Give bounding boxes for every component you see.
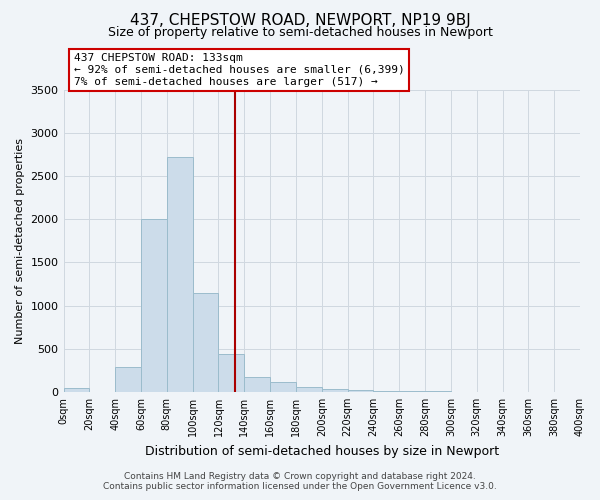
Bar [270,382,296,392]
Bar [167,157,193,392]
Bar [373,390,399,392]
Bar [296,386,322,392]
Bar [64,388,89,392]
Bar [141,219,167,392]
Text: Size of property relative to semi-detached houses in Newport: Size of property relative to semi-detach… [107,26,493,39]
Y-axis label: Number of semi-detached properties: Number of semi-detached properties [15,138,25,344]
Text: 437, CHEPSTOW ROAD, NEWPORT, NP19 9BJ: 437, CHEPSTOW ROAD, NEWPORT, NP19 9BJ [130,12,470,28]
Text: 437 CHEPSTOW ROAD: 133sqm
← 92% of semi-detached houses are smaller (6,399)
7% o: 437 CHEPSTOW ROAD: 133sqm ← 92% of semi-… [74,54,404,86]
Text: Contains HM Land Registry data © Crown copyright and database right 2024.
Contai: Contains HM Land Registry data © Crown c… [103,472,497,491]
Bar [347,390,373,392]
Bar [115,368,141,392]
Bar [322,390,347,392]
Bar [399,391,425,392]
Bar [244,377,270,392]
X-axis label: Distribution of semi-detached houses by size in Newport: Distribution of semi-detached houses by … [145,444,499,458]
Bar [193,292,218,392]
Bar [218,354,244,392]
